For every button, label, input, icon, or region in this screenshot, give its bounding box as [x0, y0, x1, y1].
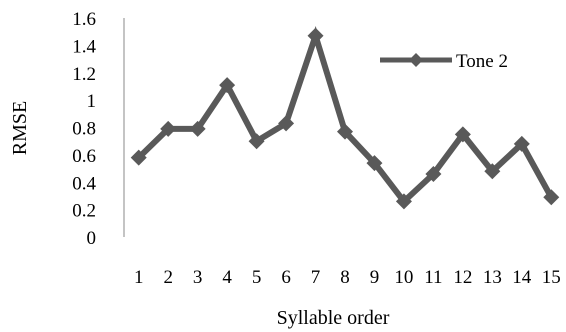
x-tick-label: 7 [311, 267, 321, 288]
data-point-marker [219, 77, 236, 94]
y-tick-label: 1.2 [72, 64, 96, 85]
y-tick-label: 0.8 [72, 119, 96, 140]
y-tick-label: 1 [87, 91, 97, 112]
y-tick-label: 0.2 [72, 201, 96, 222]
x-tick-label: 13 [483, 267, 502, 288]
data-point-marker [337, 123, 353, 140]
y-tick-label: 0 [87, 228, 97, 249]
y-tick-label: 0.6 [72, 146, 96, 167]
x-tick-label: 9 [370, 267, 380, 288]
x-axis-title: Syllable order [277, 307, 390, 329]
x-tick-label: 14 [512, 267, 532, 288]
x-tick-label: 1 [134, 267, 144, 288]
data-point-marker [160, 120, 177, 137]
series-tone-2 [130, 26, 560, 210]
data-point-marker [248, 133, 265, 150]
y-tick-label: 1.4 [72, 36, 96, 57]
x-tick-label: 3 [193, 267, 203, 288]
x-tick-label: 11 [424, 267, 442, 288]
data-point-marker [278, 115, 295, 132]
legend-diamond-marker [409, 53, 423, 67]
x-tick-label: 10 [394, 267, 413, 288]
x-tick-label: 6 [281, 267, 291, 288]
legend: Tone 2 [380, 51, 508, 72]
legend-label: Tone 2 [456, 51, 508, 72]
x-tick-label: 2 [163, 267, 173, 288]
data-point-marker [366, 155, 383, 172]
data-point-marker [513, 135, 530, 152]
x-tick-label: 12 [453, 267, 472, 288]
x-tick-label: 4 [222, 267, 232, 288]
x-tick-label: 8 [340, 267, 350, 288]
data-point-marker [395, 193, 412, 210]
y-axis-ticks: 0 0.2 0.4 0.6 0.8 1 1.2 1.4 1.6 [72, 9, 96, 249]
data-point-marker [454, 126, 471, 143]
x-tick-label: 15 [542, 267, 561, 288]
y-axis-title: RMSE [9, 101, 31, 155]
data-point-marker [130, 149, 147, 166]
data-point-marker [484, 163, 501, 180]
data-point-marker [425, 166, 442, 183]
y-tick-label: 1.6 [72, 9, 96, 30]
x-axis-ticks: 1 2 3 4 5 6 7 8 9 10 11 12 13 14 15 [134, 267, 561, 288]
y-tick-label: 0.4 [72, 173, 96, 194]
x-tick-label: 5 [252, 267, 262, 288]
data-point-marker [189, 120, 206, 137]
data-point-marker [543, 189, 560, 206]
data-point-marker [307, 27, 324, 44]
